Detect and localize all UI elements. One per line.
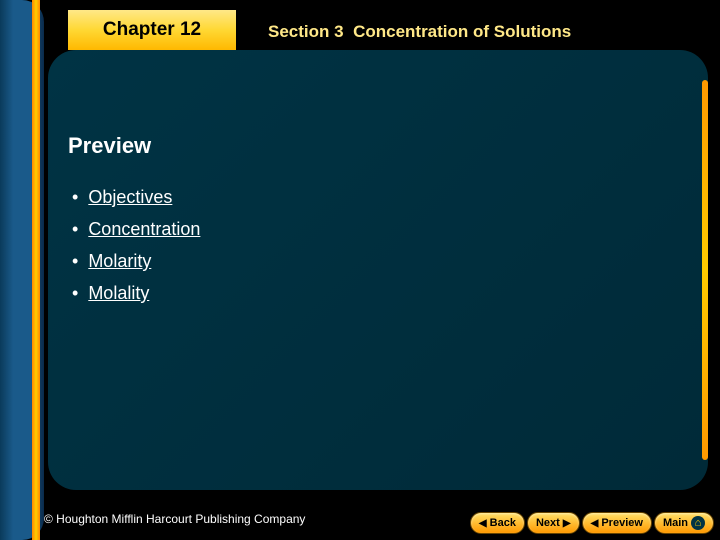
back-button[interactable]: ◀ Back [470,512,525,534]
bullet-list: • Objectives • Concentration • Molarity … [72,182,200,310]
bullet-icon: • [72,214,78,244]
section-name: Concentration of Solutions [353,22,571,41]
section-prefix: Section [268,22,329,41]
chapter-tab: Chapter 12 [68,10,236,50]
home-icon: ⌂ [691,516,705,530]
bullet-icon: • [72,246,78,276]
bullet-icon: • [72,278,78,308]
list-item: • Molality [72,278,200,308]
arrow-right-icon: ▶ [563,518,571,529]
arrow-left-icon: ◀ [591,518,599,529]
copyright-text: © Houghton Mifflin Harcourt Publishing C… [44,512,305,526]
link-objectives[interactable]: Objectives [88,182,172,212]
main-button[interactable]: Main ⌂ [654,512,714,534]
list-item: • Molarity [72,246,200,276]
nav-bar: ◀ Back Next ▶ ◀ Preview Main ⌂ [470,512,714,534]
bullet-icon: • [72,182,78,212]
arrow-left-icon: ◀ [479,518,487,529]
section-number: 3 [334,22,343,41]
next-label: Next [536,517,560,529]
next-button[interactable]: Next ▶ [527,512,580,534]
link-concentration[interactable]: Concentration [88,214,200,244]
main-label: Main [663,517,688,529]
list-item: • Objectives [72,182,200,212]
panel-edge-accent [702,80,708,460]
chapter-label: Chapter 12 [103,19,201,41]
preview-heading: Preview [68,133,151,159]
link-molality[interactable]: Molality [88,278,149,308]
link-molarity[interactable]: Molarity [88,246,151,276]
preview-label: Preview [601,517,643,529]
list-item: • Concentration [72,214,200,244]
preview-button[interactable]: ◀ Preview [582,512,652,534]
back-label: Back [490,517,516,529]
sidebar-accent-bar [32,0,40,540]
section-title: Section 3 Concentration of Solutions [268,22,571,42]
